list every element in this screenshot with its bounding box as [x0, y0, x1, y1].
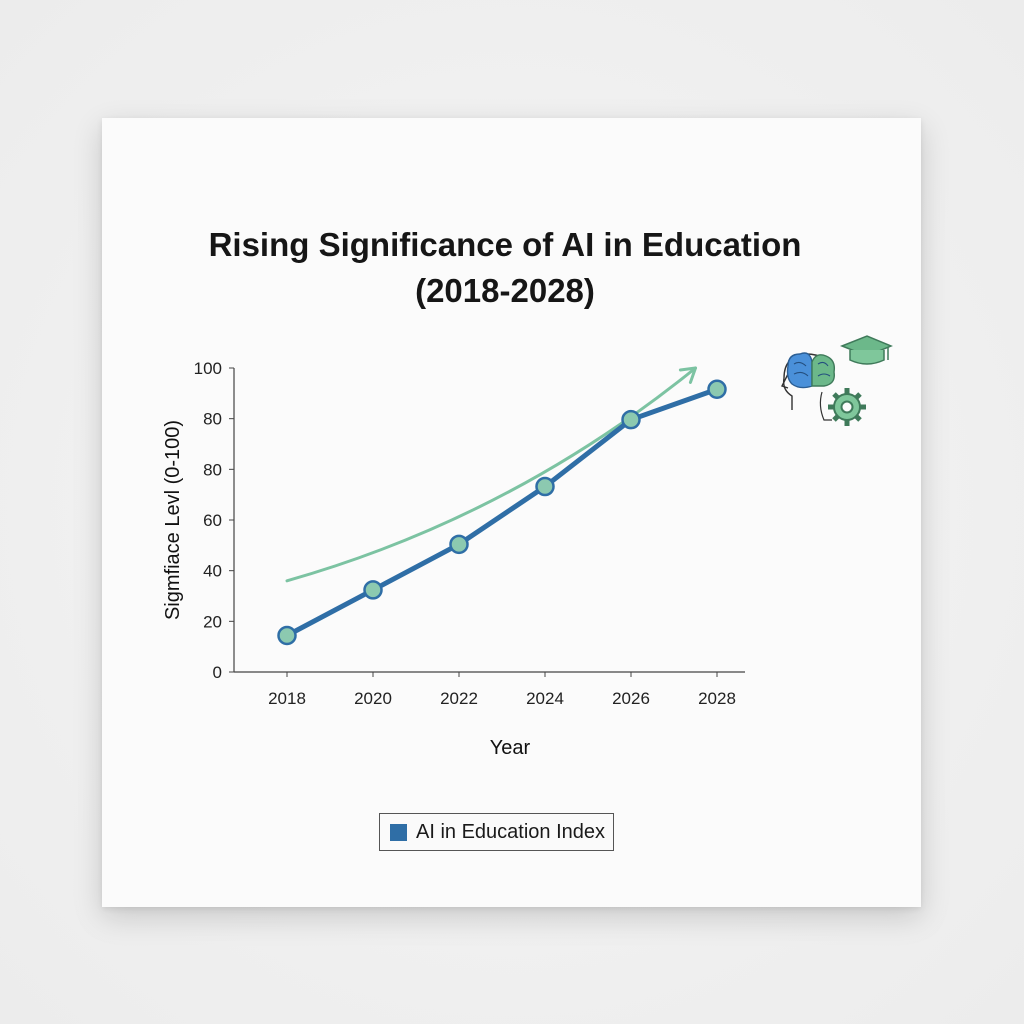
- legend: AI in Education Index: [379, 813, 615, 851]
- graduation-cap-icon: [839, 335, 893, 365]
- x-tick-label: 2028: [698, 689, 736, 708]
- y-tick-label: 60: [203, 511, 222, 530]
- data-point: [277, 625, 297, 646]
- data-point: [707, 379, 727, 400]
- legend-label: AI in Education Index: [416, 820, 606, 843]
- x-tick-label: 2018: [268, 689, 306, 708]
- trend-arrow-curve: [285, 366, 697, 583]
- chart-card: [102, 118, 921, 907]
- chart-title: Rising Significance of AI in Education (…: [0, 222, 1010, 314]
- axes: 100 80 80 60 40 20 0 2018 2020 2022 2024 2026 2028: [194, 359, 745, 708]
- data-point: [449, 534, 469, 555]
- y-tick-label: 40: [203, 562, 222, 581]
- x-tick-label: 2024: [526, 689, 564, 708]
- y-tick-label: 80: [203, 410, 222, 429]
- y-tick-label: 0: [213, 663, 222, 682]
- y-tick-label: 20: [203, 612, 222, 631]
- x-tick-label: 2020: [354, 689, 392, 708]
- x-tick-label: 2022: [440, 689, 478, 708]
- trend-arrow: [285, 366, 697, 583]
- y-axis-title: Sigmfiace Levl (0-100): [162, 420, 184, 620]
- series-layer: [277, 379, 727, 646]
- y-tick-label: 100: [194, 359, 222, 378]
- series-line: [284, 386, 720, 639]
- y-tick-label: 80: [203, 460, 222, 479]
- x-tick-label: 2026: [612, 689, 650, 708]
- data-point: [363, 580, 383, 600]
- chart-title-line-2: (2018-2028): [415, 272, 595, 309]
- chart-title-line-1: Rising Significance of AI in Education: [208, 226, 802, 263]
- x-axis-title: Year: [490, 737, 531, 759]
- brain-head-icon: [781, 352, 836, 410]
- trend-arrow-head: [678, 366, 697, 384]
- data-point: [621, 409, 641, 430]
- ai-education-icons: [781, 335, 893, 426]
- gear-icon: [828, 388, 866, 426]
- data-point: [535, 476, 555, 497]
- legend-swatch: [390, 823, 407, 841]
